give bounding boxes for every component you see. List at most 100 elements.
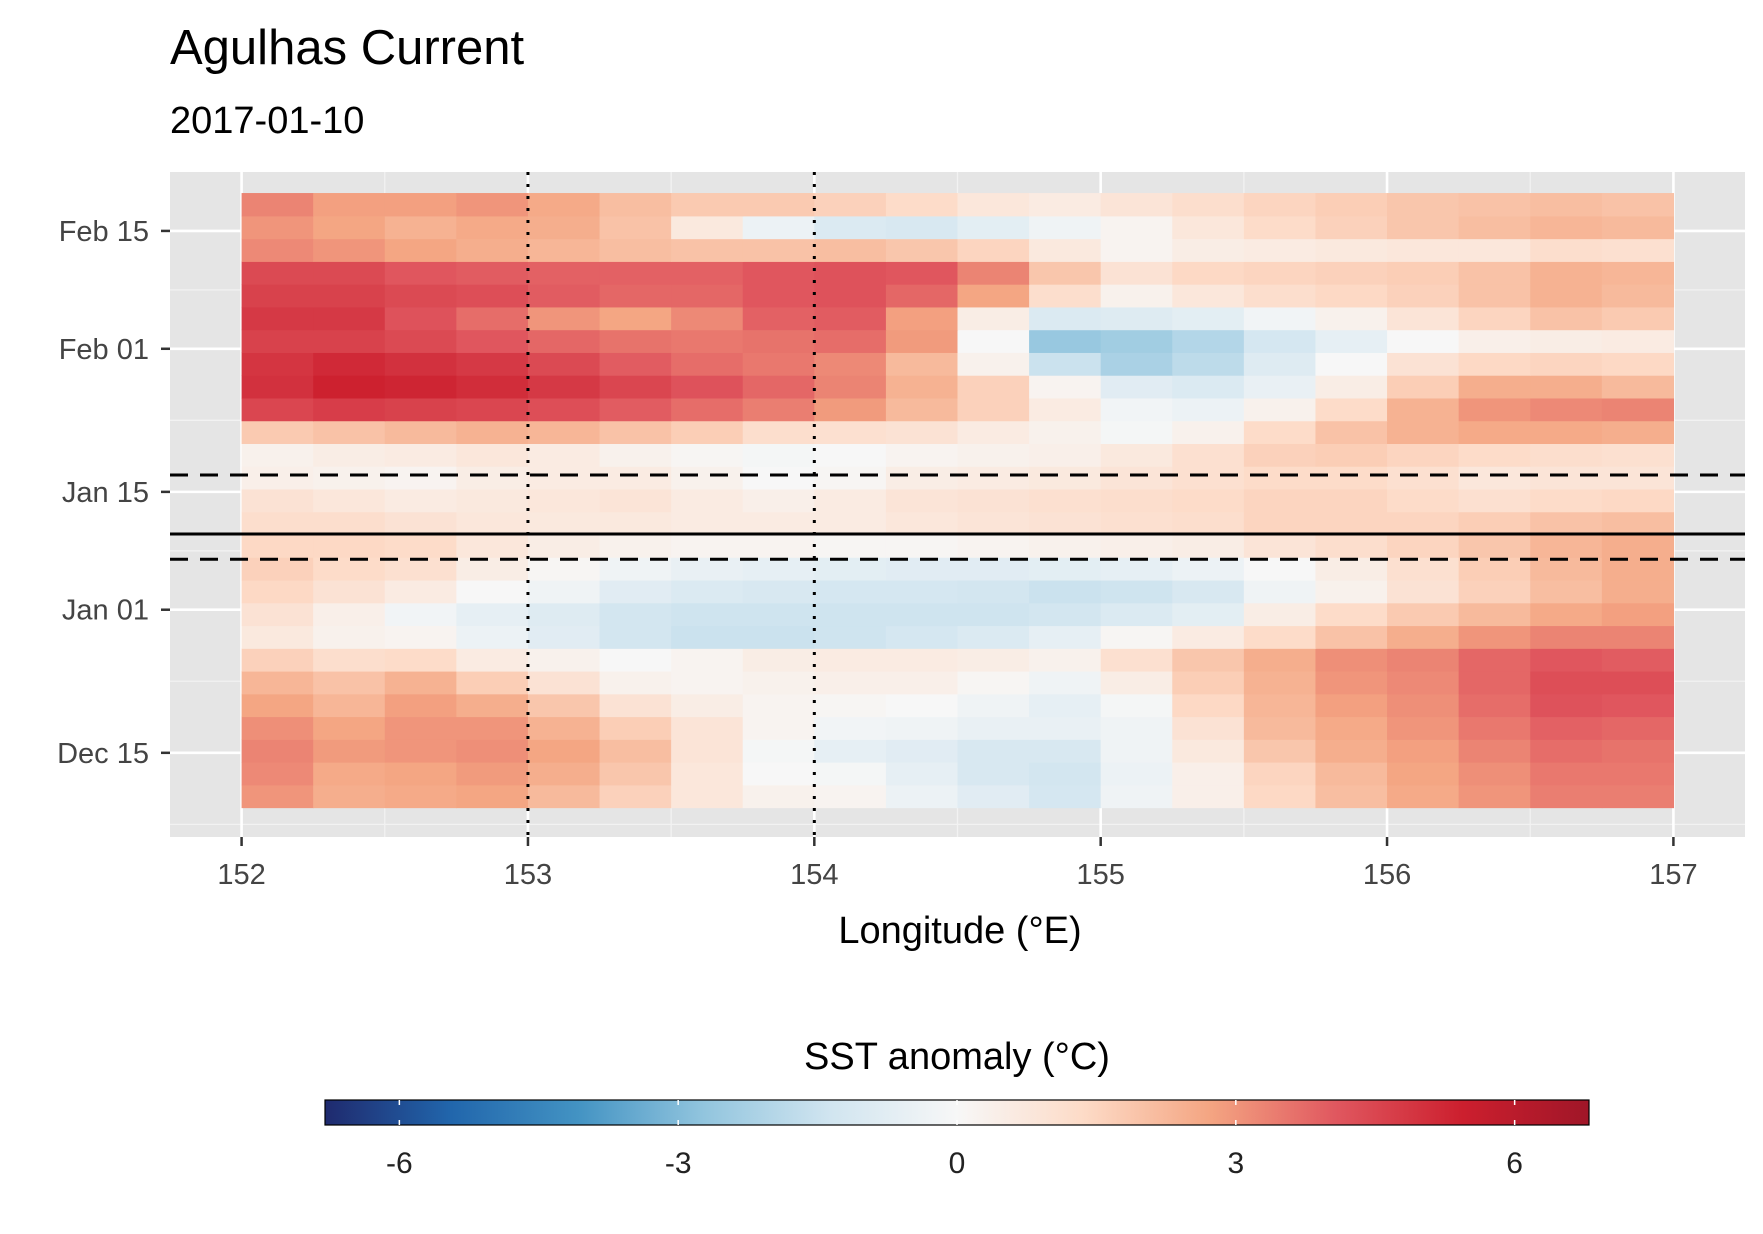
heat-cell bbox=[1458, 670, 1531, 695]
heat-cell bbox=[1243, 739, 1317, 763]
heat-cell bbox=[1315, 466, 1388, 490]
heat-cell bbox=[1315, 670, 1388, 695]
heat-cell bbox=[1243, 420, 1317, 444]
heat-cell bbox=[599, 579, 672, 604]
heat-cell bbox=[1530, 602, 1603, 627]
heat-cell bbox=[1243, 443, 1317, 467]
heat-cell bbox=[1172, 511, 1245, 536]
heat-cell bbox=[313, 534, 386, 558]
legend-tick-label: -3 bbox=[665, 1147, 692, 1180]
heat-cell bbox=[671, 716, 744, 740]
heat-cell bbox=[384, 670, 457, 695]
heat-cell bbox=[1243, 557, 1317, 581]
heat-cell bbox=[1100, 716, 1173, 740]
heat-cell bbox=[885, 443, 959, 467]
heat-cell bbox=[527, 397, 601, 422]
heat-cell bbox=[1029, 284, 1102, 308]
heat-cell bbox=[1601, 215, 1675, 240]
heat-cell bbox=[527, 466, 601, 490]
heat-cell bbox=[1387, 420, 1460, 444]
heat-cell bbox=[527, 648, 601, 672]
heat-cell bbox=[1458, 238, 1531, 262]
heat-cell bbox=[527, 329, 601, 353]
heat-cell bbox=[742, 488, 815, 513]
heat-cell bbox=[1387, 443, 1460, 467]
heat-cell bbox=[456, 261, 529, 285]
heat-cell bbox=[742, 261, 815, 285]
heat-cell bbox=[1100, 762, 1173, 786]
heat-cell bbox=[742, 193, 815, 217]
heat-cell bbox=[957, 557, 1030, 581]
heat-cell bbox=[1243, 625, 1317, 649]
heat-cell bbox=[1530, 488, 1603, 513]
x-tick-label: 155 bbox=[1076, 859, 1124, 891]
heat-cell bbox=[742, 420, 815, 444]
heat-cell bbox=[1601, 352, 1675, 376]
heat-cell bbox=[456, 352, 529, 376]
heat-cell bbox=[742, 762, 815, 786]
heat-cell bbox=[1172, 670, 1245, 695]
heat-cell bbox=[1458, 397, 1531, 422]
heat-cell bbox=[241, 375, 314, 399]
heat-cell bbox=[1530, 670, 1603, 695]
legend-tick-label: 0 bbox=[949, 1147, 966, 1180]
heat-cell bbox=[1530, 762, 1603, 786]
heat-cell bbox=[742, 466, 815, 490]
heat-cell bbox=[1243, 261, 1317, 285]
heat-cell bbox=[1458, 579, 1531, 604]
heat-cell bbox=[1243, 648, 1317, 672]
heat-cell bbox=[1172, 193, 1245, 217]
heat-cell bbox=[313, 420, 386, 444]
heat-cell bbox=[1458, 602, 1531, 627]
heat-cell bbox=[1387, 670, 1460, 695]
heat-cell bbox=[1100, 579, 1173, 604]
heat-cell bbox=[1172, 329, 1245, 353]
heat-cell bbox=[527, 215, 601, 240]
heat-cell bbox=[1172, 784, 1245, 809]
heat-cell bbox=[1172, 261, 1245, 285]
heat-cell bbox=[814, 670, 887, 695]
heat-cell bbox=[671, 375, 744, 399]
heat-cell bbox=[814, 602, 887, 627]
heat-cell bbox=[456, 648, 529, 672]
heat-cell bbox=[456, 511, 529, 536]
heat-cell bbox=[1387, 397, 1460, 422]
heat-cell bbox=[671, 670, 744, 695]
heat-cell bbox=[1100, 193, 1173, 217]
heat-cell bbox=[1100, 511, 1173, 536]
heat-cell bbox=[527, 602, 601, 627]
heat-cell bbox=[1315, 397, 1388, 422]
heat-cell bbox=[814, 193, 887, 217]
heat-cell bbox=[1243, 670, 1317, 695]
heat-cell bbox=[1530, 329, 1603, 353]
heat-cell bbox=[814, 466, 887, 490]
heat-cell bbox=[1243, 466, 1317, 490]
heat-cell bbox=[671, 784, 744, 809]
heat-cell bbox=[1172, 534, 1245, 558]
heat-cell bbox=[241, 306, 314, 331]
heat-cell bbox=[885, 534, 959, 558]
heatmap-cells bbox=[241, 193, 1675, 809]
heat-cell bbox=[599, 261, 672, 285]
x-axis-label: Longitude (°E) bbox=[838, 910, 1081, 952]
heat-cell bbox=[885, 215, 959, 240]
heat-cell bbox=[1100, 488, 1173, 513]
heat-cell bbox=[885, 329, 959, 353]
heat-cell bbox=[384, 602, 457, 627]
heat-cell bbox=[384, 739, 457, 763]
heat-cell bbox=[456, 693, 529, 718]
heat-cell bbox=[1172, 648, 1245, 672]
heat-cell bbox=[313, 238, 386, 262]
heat-cell bbox=[742, 306, 815, 331]
heat-cell bbox=[957, 784, 1030, 809]
heat-cell bbox=[1243, 352, 1317, 376]
heat-cell bbox=[671, 602, 744, 627]
heat-cell bbox=[1315, 602, 1388, 627]
heat-cell bbox=[1601, 579, 1675, 604]
heat-cell bbox=[384, 238, 457, 262]
heat-cell bbox=[384, 716, 457, 740]
heat-cell bbox=[1172, 693, 1245, 718]
heat-cell bbox=[1458, 284, 1531, 308]
heat-cell bbox=[241, 693, 314, 718]
